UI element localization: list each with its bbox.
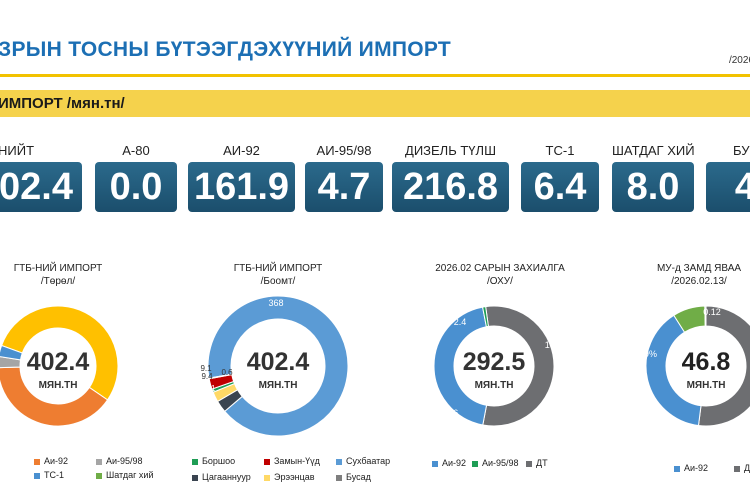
donut1-slice-1 <box>0 366 109 427</box>
donut3-slice-1 <box>433 306 488 426</box>
chart2-title: ГТБ-НИЙ ИМПОРТ/Боомт/ <box>233 263 323 287</box>
legend-swatch <box>264 458 270 465</box>
chart3-label-dt: 161.5 <box>545 340 568 350</box>
legend1-ai95: Аи-95/98 <box>96 456 143 466</box>
kpi-lpg-label: ШАТДАГ ХИЙ <box>612 143 695 158</box>
kpi-ai92-label: АИ-92 <box>223 143 260 158</box>
donut2-slice-5 <box>208 373 233 380</box>
legend-swatch <box>432 460 438 467</box>
chart2-center-value: 402.4 <box>247 348 310 376</box>
legend2-sukhbaatar: Сухбаатар <box>336 456 390 466</box>
legend-swatch <box>734 465 740 472</box>
chart4-center-value: 46.8 <box>682 348 731 376</box>
legend1-ts1: ТС-1 <box>34 470 64 480</box>
chart4-title: МУ-д ЗАМД ЯВАА/2026.02.13/ <box>656 263 742 287</box>
chart1-center-unit: МЯН.ТН <box>39 380 78 391</box>
legend-swatch <box>674 465 680 472</box>
donut-type <box>0 305 119 427</box>
donut3-slice-0 <box>482 305 555 427</box>
kpi-diesel-value: 216.8 <box>392 162 509 212</box>
chart4-center-unit: МЯН.ТН <box>687 380 726 391</box>
legend-swatch <box>192 458 198 465</box>
legend-swatch <box>96 458 102 465</box>
kpi-a80-label: А-80 <box>122 143 150 158</box>
kpi-ai92-value: 161.9 <box>188 162 295 212</box>
legend4-d: Д <box>734 463 750 473</box>
chart3-center-value: 292.5 <box>463 348 526 376</box>
chart4-label-012: 0.12 <box>703 307 721 317</box>
section-title: ИМПОРТ /мян.тн/ <box>0 95 125 112</box>
chart3-center-unit: МЯН.ТН <box>475 380 514 391</box>
legend2-borshoo: Боршоо <box>192 456 235 466</box>
donut3-slice-2 <box>482 306 489 328</box>
donut-port <box>207 295 349 437</box>
kpi-diesel-label: ДИЗЕЛЬ ТҮЛШ <box>405 143 496 158</box>
kpi-ai95-label: АИ-95/98 <box>316 143 372 158</box>
chart2-label-0-6: 0.6 <box>221 368 233 377</box>
legend1-ai92: Аи-92 <box>34 456 68 466</box>
chart2-label-9-4: 9.4 <box>201 372 213 381</box>
chart1-label-54: 54% <box>49 429 67 439</box>
legend3-ai95: Аи-95/98 <box>472 458 519 468</box>
legend3-dt: ДТ <box>526 458 548 468</box>
legend1-lpg: Шатдаг хий <box>96 470 153 480</box>
chart3-title: 2026.02 САРЫН ЗАХИАЛГА/ОХУ/ <box>435 263 565 287</box>
donut1-slice-3 <box>0 344 23 361</box>
legend-swatch <box>192 474 198 481</box>
chart2-center-unit: МЯН.ТН <box>259 380 298 391</box>
chart2-label-368: 368 <box>268 298 283 308</box>
kpi-other-label: БУ <box>733 143 750 158</box>
donut1-slice-0 <box>0 305 119 401</box>
donut2-slice-0 <box>207 295 349 437</box>
legend-swatch <box>96 472 102 479</box>
donut-in-transit <box>645 305 750 427</box>
legend2-ereentsav: Эрээнцав <box>264 472 315 482</box>
chart1-title: ГТБ-НИЙ ИМПОРТ/Төрөл/ <box>13 263 103 287</box>
legend-swatch <box>34 472 40 479</box>
kpi-lpg-value: 8.0 <box>612 162 694 212</box>
legend2-zamyn-uud: Замын-Үүд <box>264 456 320 466</box>
chart3-label-ai92: 128.6 <box>436 408 459 418</box>
kpi-other-value: 4 <box>706 162 750 212</box>
donut4-slice-0 <box>697 305 750 427</box>
legend-swatch <box>336 474 342 481</box>
legend2-tsagaannuur: Цагааннуур <box>192 472 251 482</box>
legend-swatch <box>264 474 270 481</box>
chart2-label-9-1: 9.1 <box>200 364 212 373</box>
kpi-ts1-label: ТС-1 <box>545 143 575 158</box>
chart2-label-11: 11.1 <box>201 384 217 393</box>
legend-swatch <box>34 458 40 465</box>
header-divider <box>0 74 750 77</box>
kpi-a80-value: 0.0 <box>95 162 177 212</box>
kpi-total-value: 02.4 <box>0 162 82 212</box>
kpi-ai95-value: 4.7 <box>305 162 383 212</box>
chart4-label-39: 39% <box>639 349 657 359</box>
legend2-busad: Бусад <box>336 472 371 482</box>
section-band <box>0 90 750 117</box>
legend-swatch <box>336 458 342 465</box>
report-date: /2026 <box>728 55 750 66</box>
kpi-total-label: НИЙТ <box>0 143 35 158</box>
donut-order <box>433 305 555 427</box>
page-title: ЗРЫН ТОСНЫ БҮТЭЭГДЭХҮҮНИЙ ИМПОРТ <box>0 38 452 61</box>
legend3-ai92: Аи-92 <box>432 458 466 468</box>
chart1-center-value: 402.4 <box>27 348 90 376</box>
legend-swatch <box>526 460 532 467</box>
legend4-ai92: Аи-92 <box>674 463 708 473</box>
chart3-label-ai95: 2.4 <box>454 317 467 327</box>
kpi-ts1-value: 6.4 <box>521 162 599 212</box>
donut4-slice-3 <box>704 305 707 327</box>
legend-swatch <box>472 460 478 467</box>
